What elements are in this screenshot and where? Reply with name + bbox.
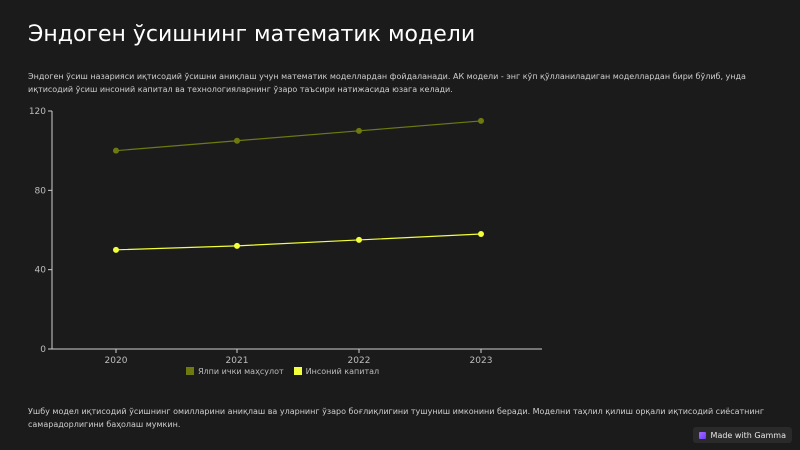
y-tick-label: 0	[40, 345, 46, 355]
legend-item-capital: Инсоний капитал	[293, 366, 380, 376]
x-tick-label: 2020	[105, 356, 128, 366]
series-point	[356, 236, 362, 243]
made-with-gamma-badge[interactable]: Made with Gamma	[692, 427, 792, 443]
series-point	[356, 127, 362, 134]
legend-label-capital: Инсоний капитал	[305, 366, 380, 376]
series-point	[234, 242, 240, 249]
x-tick-label: 2023	[470, 356, 493, 366]
series-point	[113, 246, 119, 253]
legend-swatch-capital	[293, 367, 302, 375]
footer-text: Ушбу модел иқтисодий ўсишнинг омилларини…	[28, 407, 765, 429]
series-line	[115, 233, 482, 251]
legend-label-gdp: Ялпи ички маҳсулот	[198, 366, 284, 376]
series-point	[113, 147, 119, 154]
series-point	[234, 137, 240, 144]
series-point	[478, 230, 484, 237]
series-point	[478, 117, 484, 124]
legend-swatch-gdp	[186, 367, 194, 375]
chart-axes	[51, 111, 542, 350]
series-line	[115, 120, 482, 152]
y-tick-label: 80	[35, 186, 47, 196]
x-tick-label: 2022	[348, 356, 371, 366]
chart-legend: Ялпи ички маҳсулот Инсоний капитал	[186, 365, 379, 377]
intro-text: Эндоген ўсиш назарияси иқтисодий ўсишни …	[28, 72, 746, 94]
page-title: Эндоген ўсишнинг математик модели	[28, 22, 476, 47]
y-tick-label: 120	[29, 107, 46, 117]
legend-item-gdp: Ялпи ички маҳсулот	[186, 367, 284, 376]
chart-series	[113, 117, 484, 253]
y-tick-labels: 0 40 80 120	[29, 107, 52, 355]
badge-label: Made with Gamma	[710, 430, 786, 440]
x-tick-labels: 2020 2021 2022 2023	[105, 349, 493, 366]
gamma-logo-icon	[698, 431, 706, 439]
x-tick-label: 2021	[226, 356, 249, 366]
y-tick-label: 40	[35, 266, 47, 276]
